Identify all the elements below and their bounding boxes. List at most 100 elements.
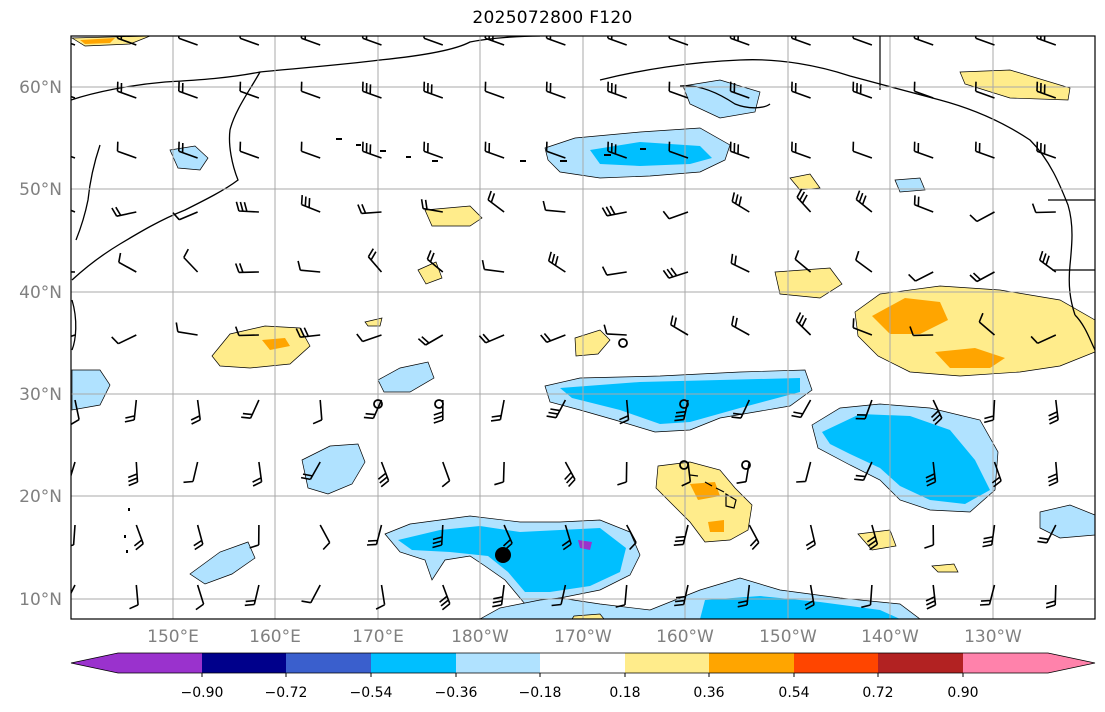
wind-barb (417, 334, 444, 346)
negative-anomaly-region (682, 79, 761, 119)
wind-barb (729, 36, 750, 46)
wind-barb (195, 584, 205, 611)
wind-barb (172, 211, 198, 221)
wind-barb (239, 36, 260, 46)
wind-barb (71, 42, 76, 46)
wind-barb (674, 584, 689, 607)
colorbar-tick-label: 0.90 (947, 685, 978, 701)
positive-anomaly-region (211, 325, 311, 369)
wind-barb (551, 584, 567, 607)
negative-anomaly-region (301, 443, 366, 495)
graticule (71, 36, 1095, 619)
wind-barb (118, 252, 137, 273)
wind-barb (748, 524, 760, 551)
wind-barb (1030, 334, 1057, 345)
wind-barb (607, 81, 627, 99)
wind-barb (791, 399, 812, 419)
wind-barb (420, 199, 443, 213)
wind-barb (441, 461, 451, 488)
wind-barb (601, 205, 627, 217)
station-marker (618, 338, 628, 348)
negative-anomaly-region (189, 541, 256, 585)
colorbar-tick-label: 0.36 (693, 685, 724, 701)
wind-barb (674, 399, 689, 422)
wind-barb (547, 251, 566, 273)
colorbar-extend-low (71, 653, 118, 673)
colorbar-segment (202, 653, 286, 673)
wind-barb (1036, 141, 1057, 159)
wind-barb (545, 36, 566, 46)
wind-barb (300, 36, 321, 46)
negative-anomaly-core (590, 142, 712, 166)
wind-barb (913, 36, 934, 46)
colorbar-segment (625, 653, 709, 673)
colorbar-tick-label: 0.18 (609, 685, 640, 701)
lat-label: 60°N (19, 78, 62, 98)
wind-barb (796, 461, 812, 483)
colorbar-outline (70, 652, 1096, 674)
latitude-labels: 60°N 50°N 40°N 30°N 20°N 10°N (19, 78, 62, 610)
strong-negative-anomaly (578, 540, 592, 550)
station-marker (434, 399, 444, 409)
wind-barb (729, 141, 750, 159)
wind-barb (71, 334, 76, 338)
wind-barb (297, 260, 321, 273)
negative-anomaly-core (398, 526, 626, 592)
positive-anomaly-region (424, 205, 483, 227)
wind-barb (1037, 524, 1057, 544)
wind-barb (617, 461, 628, 486)
wind-barb (969, 211, 995, 223)
wind-barb (852, 81, 873, 99)
wind-barb (178, 81, 198, 99)
wind-barb (925, 584, 937, 610)
colorbar-tick-label: −0.90 (181, 685, 224, 701)
hawaiian-islands (689, 474, 737, 509)
wind-barb (861, 584, 873, 609)
wind-barb (852, 141, 873, 159)
wind-barb (561, 524, 572, 551)
lon-label: 160°W (656, 627, 714, 647)
wind-barb (295, 327, 321, 338)
wind-barb (795, 312, 812, 336)
wind-barb (127, 461, 139, 487)
wind-barb (866, 524, 879, 551)
wind-barb (239, 81, 260, 99)
wind-barb (71, 95, 76, 99)
wind-barb (607, 141, 627, 159)
colorbar-segment (540, 653, 625, 673)
wind-barb (737, 584, 751, 608)
colorbar-extend-high (1048, 653, 1095, 673)
wind-barb (625, 524, 637, 551)
colorbar-segment (118, 653, 202, 673)
wind-barb (494, 461, 505, 486)
wind-barb (244, 584, 260, 607)
colorbar (70, 652, 1096, 677)
wind-barb (300, 195, 321, 213)
wind-barb (978, 312, 996, 336)
wind-barb (969, 271, 995, 283)
wind-barb (300, 141, 321, 159)
wind-barb (484, 81, 505, 99)
colorbar-tick-label: −0.18 (519, 685, 562, 701)
colorbar-tick-label: −0.72 (265, 685, 308, 701)
wind-barb (481, 259, 505, 273)
wind-barb (356, 333, 382, 343)
wind-barb (367, 248, 383, 273)
anomaly-fields (71, 36, 1095, 619)
positive-anomaly-region (774, 267, 843, 299)
lat-label: 10°N (19, 590, 62, 610)
wind-barb (564, 461, 576, 488)
wind-barb (930, 399, 943, 426)
positive-anomaly-core (262, 338, 290, 350)
wind-barb (791, 81, 811, 99)
negative-anomaly-region (71, 369, 111, 411)
wind-barb (546, 399, 567, 419)
wind-barb (607, 36, 627, 46)
lat-label: 50°N (19, 180, 62, 200)
wind-barb (377, 461, 390, 488)
positive-anomaly-core (80, 38, 115, 44)
wind-barb (423, 81, 444, 99)
wind-barb (540, 332, 566, 344)
wind-barb (361, 81, 382, 99)
wind-barb (805, 524, 816, 551)
